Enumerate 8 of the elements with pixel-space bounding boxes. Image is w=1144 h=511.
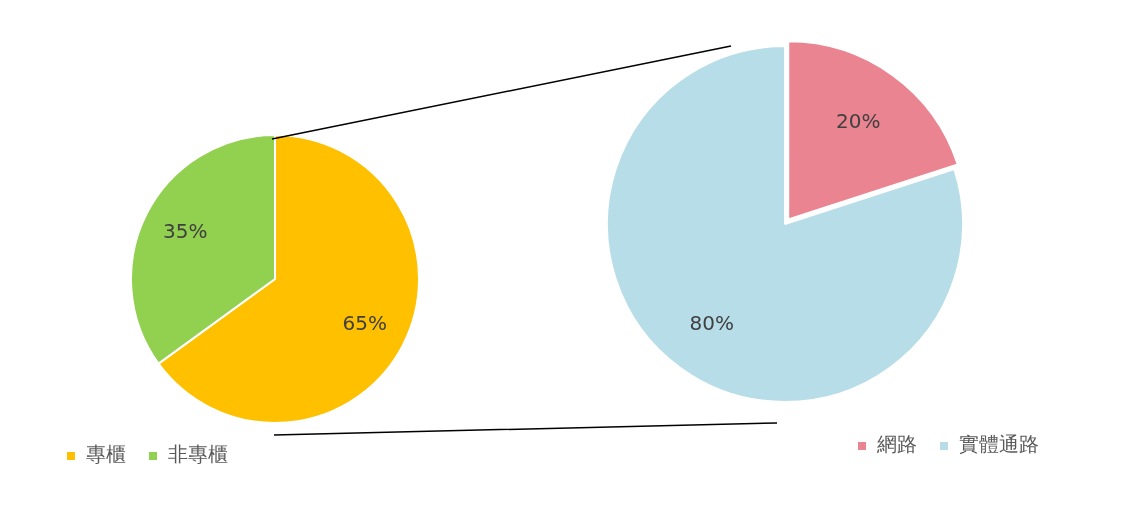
legend-label: 專櫃 bbox=[86, 442, 126, 467]
data-label: 65% bbox=[342, 310, 388, 335]
data-label: 80% bbox=[689, 311, 734, 336]
data-label: 20% bbox=[836, 109, 881, 134]
data-label: 35% bbox=[162, 219, 208, 244]
legend-label: 非專櫃 bbox=[168, 442, 228, 467]
legend-label: 網路 bbox=[876, 432, 917, 457]
legend-label: 實體通路 bbox=[959, 432, 1039, 457]
